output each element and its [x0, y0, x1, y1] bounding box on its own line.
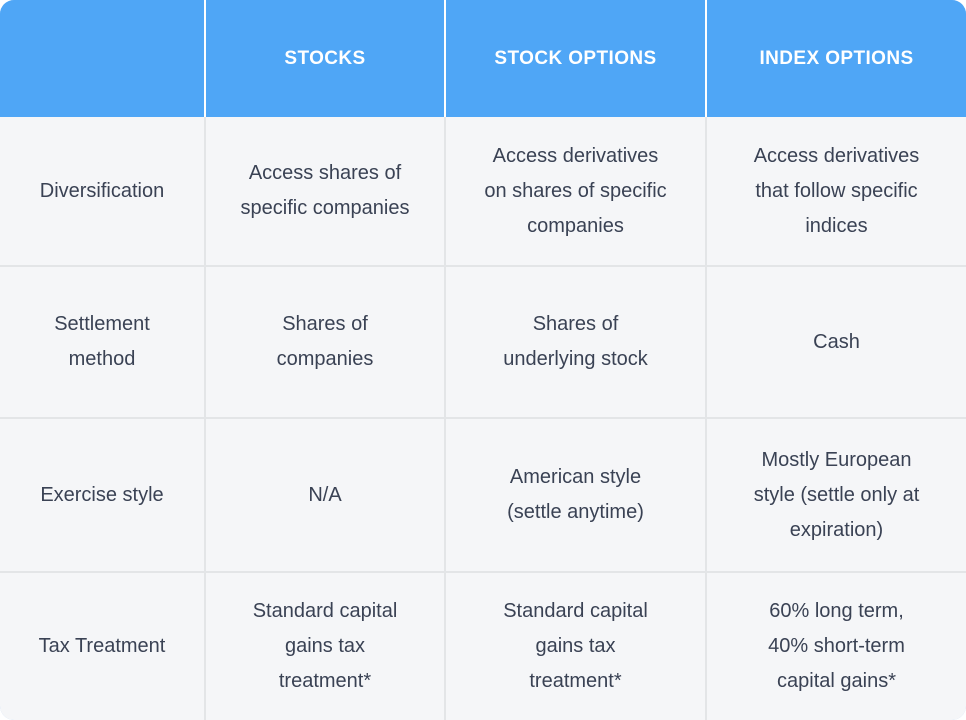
- row-label-tax-treatment: Tax Treatment: [0, 571, 206, 720]
- data-cell-exercise-stocks: N/A: [206, 417, 446, 571]
- data-cell-tax-index-options: 60% long term, 40% short-term capital ga…: [707, 571, 966, 720]
- data-cell-settlement-stocks: Shares of companies: [206, 265, 446, 417]
- data-cell-tax-stock-options: Standard capital gains tax treatment*: [446, 571, 707, 720]
- row-label-exercise-style: Exercise style: [0, 417, 206, 571]
- data-cell-exercise-index-options: Mostly European style (settle only at ex…: [707, 417, 966, 571]
- row-label-settlement-method: Settlement method: [0, 265, 206, 417]
- header-cell-stock-options: STOCK OPTIONS: [446, 0, 707, 117]
- header-cell-empty: [0, 0, 206, 117]
- row-label-diversification: Diversification: [0, 117, 206, 265]
- header-cell-stocks: STOCKS: [206, 0, 446, 117]
- data-cell-settlement-stock-options: Shares of underlying stock: [446, 265, 707, 417]
- data-cell-settlement-index-options: Cash: [707, 265, 966, 417]
- data-cell-diversification-stock-options: Access derivatives on shares of specific…: [446, 117, 707, 265]
- data-cell-tax-stocks: Standard capital gains tax treatment*: [206, 571, 446, 720]
- data-cell-diversification-index-options: Access derivatives that follow specific …: [707, 117, 966, 265]
- data-cell-diversification-stocks: Access shares of specific companies: [206, 117, 446, 265]
- data-cell-exercise-stock-options: American style (settle anytime): [446, 417, 707, 571]
- header-cell-index-options: INDEX OPTIONS: [707, 0, 966, 117]
